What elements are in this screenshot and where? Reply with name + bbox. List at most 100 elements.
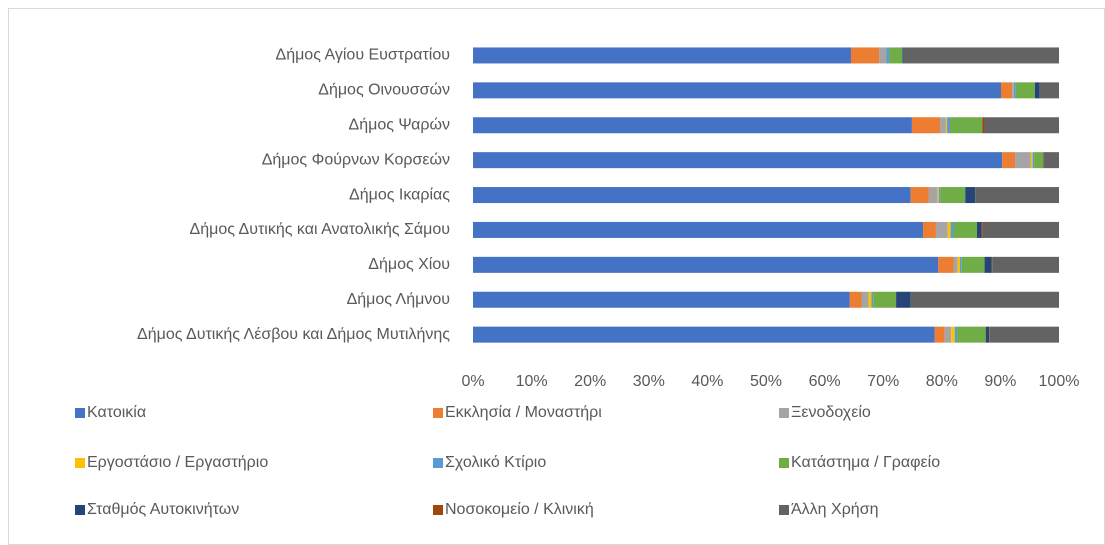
bar-segment xyxy=(953,221,977,238)
bar-segment xyxy=(850,47,880,64)
legend-label: Εργοστάσιο / Εργαστήριο xyxy=(87,454,268,471)
category-label: Δήμος Αγίου Ευστρατίου xyxy=(276,47,451,64)
legend-label: Κατάστημα / Γραφείο xyxy=(791,454,940,471)
legend-label: Σχολικό Κτίριο xyxy=(445,454,546,471)
bar-segment xyxy=(896,291,911,308)
x-tick-label: 30% xyxy=(633,373,665,390)
legend-swatch xyxy=(779,505,789,515)
bar-segment xyxy=(928,187,938,204)
bar-segment xyxy=(1034,82,1040,99)
bar-segment xyxy=(873,291,897,308)
bar-segment xyxy=(951,326,955,343)
bar-segment xyxy=(940,187,966,204)
bar-segment xyxy=(981,221,983,238)
category-label: Δήμος Χίου xyxy=(368,256,450,273)
bar-segment xyxy=(473,291,850,308)
x-tick-label: 100% xyxy=(1039,373,1080,390)
category-label: Δήμος Ικαρίας xyxy=(349,186,450,203)
bar-segment xyxy=(975,187,1059,204)
legend-label: Άλλη Χρήση xyxy=(791,501,878,518)
category-label: Δήμος Δυτικής και Ανατολικής Σάμου xyxy=(190,221,450,238)
category-label: Δήμος Φούρνων Κορσεών xyxy=(262,151,450,168)
bar-segment xyxy=(473,221,924,238)
legend-label: Νοσοκομείο / Κλινική xyxy=(445,501,594,518)
x-tick-label: 10% xyxy=(516,373,548,390)
category-label: Δήμος Οινουσσών xyxy=(318,82,450,99)
bar-segment xyxy=(959,256,962,273)
bar-segment xyxy=(889,47,903,64)
bar-segment xyxy=(961,256,985,273)
bar-segment xyxy=(903,47,1059,64)
bar-segment xyxy=(940,117,946,134)
bar-segment xyxy=(910,291,1059,308)
legend-swatch xyxy=(433,458,443,468)
bar-segment xyxy=(879,47,887,64)
legend-swatch xyxy=(75,458,85,468)
bar-segment xyxy=(935,221,948,238)
bar-segment xyxy=(989,326,1059,343)
category-label: Δήμος Δυτικής Λέσβου και Δήμος Μυτιλήνης xyxy=(137,326,450,343)
x-tick-label: 80% xyxy=(926,373,958,390)
bar-segment xyxy=(953,256,958,273)
bar-segment xyxy=(944,326,952,343)
bar-segment xyxy=(934,326,945,343)
bar-segment xyxy=(954,326,958,343)
bar-segment xyxy=(950,117,983,134)
bar-segment xyxy=(1030,152,1033,169)
bar-segment xyxy=(945,117,948,134)
bar-segment xyxy=(473,117,912,134)
legend-label: Εκκλησία / Μοναστήρι xyxy=(445,404,602,421)
category-label: Δήμος Ψαρών xyxy=(349,116,450,133)
bar-segment xyxy=(473,187,911,204)
bar-segment xyxy=(947,117,951,134)
x-tick-label: 90% xyxy=(984,373,1016,390)
legend-swatch xyxy=(75,408,85,418)
x-tick-label: 70% xyxy=(867,373,899,390)
bar-segment xyxy=(473,326,935,343)
x-tick-label: 50% xyxy=(750,373,782,390)
bar-segment xyxy=(923,221,936,238)
bar-segment xyxy=(473,256,939,273)
legend-swatch xyxy=(433,505,443,515)
bar-segment xyxy=(1012,82,1014,99)
bar-segment xyxy=(989,326,990,343)
bar-segment xyxy=(1000,82,1013,99)
legend-swatch xyxy=(779,408,789,418)
bar-segment xyxy=(1015,152,1031,169)
bar-segment xyxy=(947,221,951,238)
bar-segment xyxy=(992,256,1059,273)
x-tick-label: 60% xyxy=(809,373,841,390)
bar-segment xyxy=(1015,82,1035,99)
x-tick-label: 20% xyxy=(574,373,606,390)
bar-segment xyxy=(957,326,986,343)
x-tick-label: 0% xyxy=(461,373,484,390)
bar-segment xyxy=(911,117,941,134)
legend-swatch xyxy=(75,505,85,515)
bar-segment xyxy=(886,47,890,64)
bar-segment xyxy=(938,187,941,204)
bar-segment xyxy=(1032,152,1035,169)
bar-segment xyxy=(937,187,939,204)
bar-segment xyxy=(473,47,851,64)
bar-segment xyxy=(910,187,929,204)
bar-segment xyxy=(902,47,904,64)
bar-segment xyxy=(991,256,993,273)
bar-segment xyxy=(976,221,982,238)
bar-segment xyxy=(983,117,1059,134)
category-label: Δήμος Λήμνου xyxy=(347,291,450,308)
bar-segment xyxy=(473,152,1003,169)
bar-segment xyxy=(871,291,874,308)
bar-segment xyxy=(982,117,984,134)
bar-segment xyxy=(965,187,976,204)
legend-label: Σταθμός Αυτοκινήτων xyxy=(87,501,239,518)
legend-label: Ξενοδοχείο xyxy=(791,404,871,421)
legend-label: Κατοικία xyxy=(87,404,146,421)
bar-segment xyxy=(1039,82,1059,99)
bar-segment xyxy=(984,256,992,273)
legend-swatch xyxy=(433,408,443,418)
bar-segment xyxy=(1013,82,1016,99)
bar-segment xyxy=(473,82,1001,99)
bar-segment xyxy=(985,326,990,343)
bar-segment xyxy=(1002,152,1016,169)
